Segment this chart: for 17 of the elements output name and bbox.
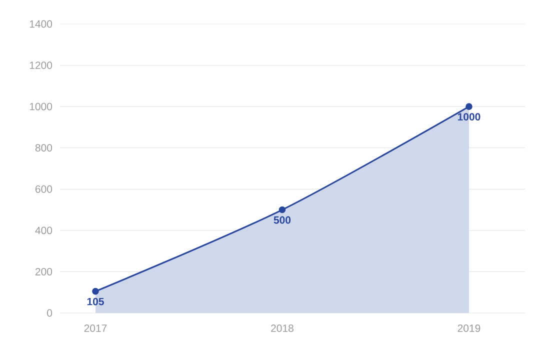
x-tick-label: 2018 [271,324,294,332]
x-tick-label: 2019 [458,324,480,332]
data-label: 1000 [458,113,480,121]
point [278,206,286,214]
point [92,288,99,295]
y-tick-label: 200 [35,268,52,276]
data-label: 105 [87,298,104,306]
y-tick-label: 800 [35,144,52,152]
data-label: 500 [274,216,291,224]
x-tick-label: 2017 [84,324,107,332]
y-tick-label: 1400 [30,20,52,28]
y-tick-label: 400 [35,226,52,234]
y-tick-label: 600 [35,185,52,193]
y-tick-label: 0 [47,309,52,317]
y-tick-label: 1200 [30,62,52,70]
y-tick-label: 1000 [30,102,52,110]
point [466,103,472,110]
